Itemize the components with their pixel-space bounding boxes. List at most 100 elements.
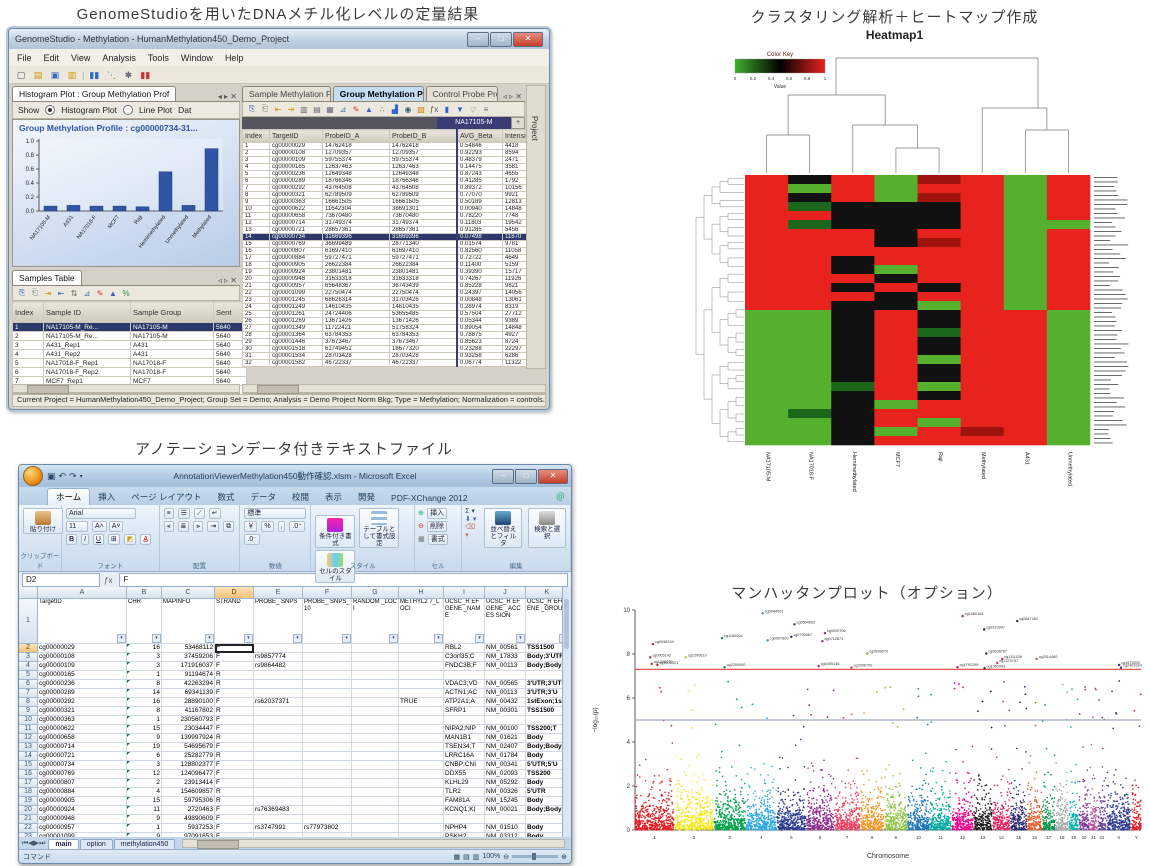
spreadsheet-cell[interactable]: 59795306	[162, 797, 215, 806]
spreadsheet-cell[interactable]: NM_17833	[485, 653, 526, 662]
autofilter-dropdown-icon[interactable]: ▾	[434, 634, 443, 643]
currency-icon[interactable]: ￥	[244, 521, 258, 532]
table-cell[interactable]: 16661505	[322, 198, 390, 206]
sheet-nav-icons[interactable]: ⏮◀▶⏭	[22, 840, 46, 847]
spreadsheet-cell[interactable]: cg00000924	[38, 806, 127, 815]
table-cell[interactable]: 17	[242, 254, 270, 262]
spreadsheet-cell[interactable]	[303, 743, 352, 752]
spreadsheet-cell[interactable]: 23913414	[162, 779, 215, 788]
spreadsheet-cell[interactable]	[352, 662, 399, 671]
cell-styles-button[interactable]: セルのスタイル	[315, 550, 356, 583]
spreadsheet-cell[interactable]: VDAC3;VD	[444, 680, 485, 689]
spreadsheet-cell[interactable]	[303, 716, 352, 725]
spreadsheet-cell[interactable]	[303, 662, 352, 671]
spreadsheet-cell[interactable]: rs62037371	[254, 698, 303, 707]
select-all-corner[interactable]	[19, 587, 38, 599]
table-cell[interactable]: cg00001446	[269, 338, 323, 346]
info-icon[interactable]: ≡	[483, 104, 489, 114]
menu-tools[interactable]: Tools	[147, 52, 169, 63]
excel-close-button[interactable]: ✕	[538, 468, 568, 484]
table-cell[interactable]: 0.11400	[456, 261, 503, 269]
table-cell[interactable]: 63784353	[389, 331, 458, 339]
export-table-icon[interactable]: ⎘	[248, 104, 256, 113]
spreadsheet-cell[interactable]: rs9857774	[254, 653, 303, 662]
filter-icon[interactable]: ▼	[456, 104, 464, 114]
table-row[interactable]: 29 cg00001446 37673467 37673467 0.85623 8724	[242, 338, 545, 346]
table-cell[interactable]: cg00001518	[269, 345, 323, 353]
spreadsheet-cell[interactable]	[352, 779, 399, 788]
spreadsheet-cell[interactable]: cg00000029	[38, 644, 127, 653]
histogram-bar[interactable]	[204, 148, 219, 212]
table-cell[interactable]: 28657361	[389, 226, 458, 234]
table-cell[interactable]: 12649348	[322, 170, 390, 178]
spreadsheet-cell[interactable]: TSS200	[526, 770, 563, 779]
decrease-decimal-button[interactable]: .0⁻	[244, 534, 260, 545]
qat-dropdown-icon[interactable]: ▾	[79, 473, 83, 480]
table-cell[interactable]: 62789509	[389, 191, 458, 199]
table-cell[interactable]: 14610435	[389, 303, 458, 311]
pencil-tool-icon[interactable]: ✎	[352, 104, 360, 114]
samples-column-header[interactable]: Sample Group	[130, 301, 214, 323]
spreadsheet-cell[interactable]: NIPA2;NIP	[444, 725, 485, 734]
filter-clear-icon[interactable]: ▽	[469, 104, 477, 114]
view-normal-icon[interactable]: ▦	[453, 853, 461, 861]
spreadsheet-cell[interactable]: 37459206	[162, 653, 215, 662]
spreadsheet-cell[interactable]: 2	[127, 779, 162, 788]
histogram-bar[interactable]	[158, 171, 173, 212]
autofilter-dropdown-icon[interactable]: ▾	[152, 634, 161, 643]
autofilter-dropdown-icon[interactable]: ▾	[205, 634, 214, 643]
table-cell[interactable]: 0.74267	[456, 275, 503, 283]
significant-point[interactable]	[761, 612, 764, 615]
samples-table-row[interactable]: 2 NA17105-M_Re... NA17105-M 5640	[12, 331, 247, 341]
table-cell[interactable]: cg00000714	[269, 219, 323, 227]
table-cell[interactable]: 0.72722	[456, 254, 503, 262]
spreadsheet-cell[interactable]	[399, 752, 444, 761]
spreadsheet-cell[interactable]: cg00000658	[38, 734, 127, 743]
spreadsheet-cell[interactable]	[352, 806, 399, 815]
samples-table-cell[interactable]: A431	[130, 340, 214, 350]
spreadsheet-cell[interactable]	[303, 734, 352, 743]
fill-button[interactable]: ⬇ ▾	[465, 516, 477, 523]
table-row[interactable]: 20 cg00000948 31633318 31633318 0.74267 11926	[242, 275, 545, 283]
significant-point[interactable]	[684, 656, 688, 659]
table-row[interactable]: 12 cg00000714 31749374 31749374 0.11803 19542	[242, 219, 545, 227]
spreadsheet-cell[interactable]	[303, 806, 352, 815]
maximize-button[interactable]: □	[490, 31, 512, 47]
samples-table-cell[interactable]: NA17018-F_Rep1	[43, 358, 131, 368]
spreadsheet-cell[interactable]: R	[215, 671, 254, 680]
table-cell[interactable]: 32	[242, 359, 270, 367]
spreadsheet-cell[interactable]: 3'UTR;3'U	[526, 689, 563, 698]
table-cell[interactable]: 0.24397	[456, 289, 503, 297]
column-header-C[interactable]: C	[162, 587, 215, 599]
view-layout-icon[interactable]: ▤	[463, 853, 470, 861]
table-cell[interactable]: 46722337	[389, 359, 458, 367]
header-cell[interactable]: PROBE_ SNPS ▾	[254, 599, 303, 644]
spreadsheet-cell[interactable]: Body	[526, 752, 563, 761]
table-cell[interactable]: 0.06774	[456, 359, 503, 367]
spreadsheet-cell[interactable]: NM_00100	[485, 725, 526, 734]
spreadsheet-cell[interactable]: 1stExon;1s	[526, 698, 563, 707]
table-row[interactable]: 14 cg00000734 31669396 31669396 0.07498 11870	[242, 233, 545, 241]
header-cell[interactable]: CHR ▾	[127, 599, 162, 644]
spreadsheet-cell[interactable]: NM_00326	[485, 788, 526, 797]
table-cell[interactable]: 0.92293	[456, 149, 503, 157]
table-row[interactable]: 1 cg00000029 14762418 14762418 0.54846 4418	[242, 142, 545, 150]
office-button[interactable]	[23, 466, 43, 486]
spreadsheet-cell[interactable]: 14	[127, 689, 162, 698]
table-cell[interactable]: 24724406	[322, 310, 390, 318]
table-cell[interactable]: 1	[242, 142, 270, 150]
copy-table-icon[interactable]: ⎗	[261, 104, 269, 113]
spreadsheet-cell[interactable]	[254, 689, 303, 698]
spreadsheet-cell[interactable]: C3orf35;C	[444, 653, 485, 662]
scatter-plot-icon[interactable]: ⋱	[106, 69, 116, 80]
table-cell[interactable]: 0.11803	[456, 219, 503, 227]
chart-icon[interactable]: ▲	[109, 288, 117, 298]
table-cell[interactable]: 65648367	[322, 282, 390, 290]
table-cell[interactable]: 24	[242, 303, 270, 311]
spreadsheet-cell[interactable]: rs76369483	[254, 806, 303, 815]
gear-icon[interactable]: ✱	[124, 69, 133, 80]
table-cell[interactable]: 5	[242, 170, 270, 178]
significant-point[interactable]	[956, 665, 959, 669]
spreadsheet-cell[interactable]	[399, 788, 444, 797]
table-cell[interactable]: cg00000948	[269, 275, 323, 283]
